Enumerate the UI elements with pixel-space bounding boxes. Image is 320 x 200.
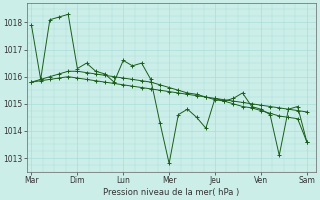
- X-axis label: Pression niveau de la mer( hPa ): Pression niveau de la mer( hPa ): [103, 188, 240, 197]
